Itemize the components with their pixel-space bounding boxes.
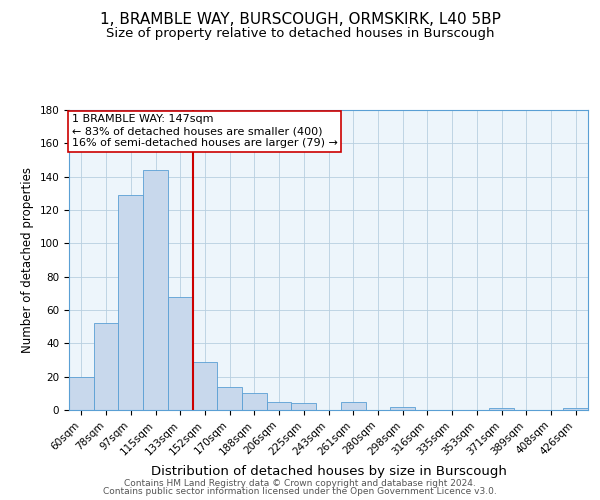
Bar: [563, 408, 588, 410]
Bar: [143, 170, 168, 410]
Bar: [217, 386, 242, 410]
Y-axis label: Number of detached properties: Number of detached properties: [21, 167, 34, 353]
Bar: [390, 406, 415, 410]
Text: Contains HM Land Registry data © Crown copyright and database right 2024.: Contains HM Land Registry data © Crown c…: [124, 478, 476, 488]
Bar: [292, 404, 316, 410]
Bar: [193, 362, 217, 410]
Text: 1 BRAMBLE WAY: 147sqm
← 83% of detached houses are smaller (400)
16% of semi-det: 1 BRAMBLE WAY: 147sqm ← 83% of detached …: [71, 114, 337, 148]
Bar: [267, 402, 292, 410]
Bar: [118, 195, 143, 410]
Text: 1, BRAMBLE WAY, BURSCOUGH, ORMSKIRK, L40 5BP: 1, BRAMBLE WAY, BURSCOUGH, ORMSKIRK, L40…: [100, 12, 500, 28]
Bar: [69, 376, 94, 410]
Bar: [489, 408, 514, 410]
Text: Size of property relative to detached houses in Burscough: Size of property relative to detached ho…: [106, 28, 494, 40]
Text: Contains public sector information licensed under the Open Government Licence v3: Contains public sector information licen…: [103, 487, 497, 496]
Bar: [341, 402, 365, 410]
Bar: [168, 296, 193, 410]
X-axis label: Distribution of detached houses by size in Burscough: Distribution of detached houses by size …: [151, 465, 506, 478]
Bar: [242, 394, 267, 410]
Bar: [94, 324, 118, 410]
